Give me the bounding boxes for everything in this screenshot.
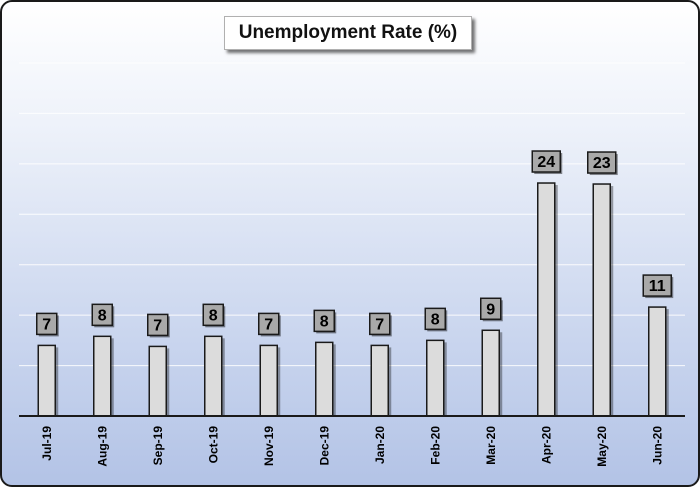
bar-Jan-20 bbox=[370, 344, 389, 417]
data-label: 7 bbox=[375, 316, 384, 333]
data-label-box bbox=[587, 151, 617, 174]
data-label-box bbox=[369, 312, 391, 336]
bar-Jun-20 bbox=[648, 306, 667, 417]
data-label: 7 bbox=[264, 316, 273, 333]
x-tick-label: Oct-19 bbox=[206, 426, 220, 464]
data-label: 24 bbox=[537, 154, 555, 171]
gridlines bbox=[19, 62, 685, 367]
data-label: 11 bbox=[649, 278, 666, 295]
data-label-box bbox=[36, 312, 58, 336]
x-tick-label: Aug-19 bbox=[95, 426, 109, 467]
data-label-box bbox=[313, 309, 335, 333]
data-label-box bbox=[147, 313, 169, 337]
data-label-box bbox=[531, 150, 561, 173]
x-tick-labels: Jul-19 Aug-19 Sep-19 Oct-19 Nov-19 Dec-19 Jan-… bbox=[40, 426, 665, 467]
data-label-box bbox=[258, 312, 280, 336]
x-tick-label: Dec-19 bbox=[317, 426, 331, 466]
data-label-box bbox=[642, 274, 672, 297]
data-label-box bbox=[480, 297, 502, 321]
bar-Sep-19 bbox=[148, 345, 167, 417]
data-label-box bbox=[202, 303, 224, 327]
data-labels: 7 8 7 8 7 8 7 8 9 24 23 11 bbox=[36, 150, 674, 338]
data-label: 9 bbox=[486, 301, 495, 318]
bar-Aug-19 bbox=[93, 335, 112, 417]
bar-Mar-20 bbox=[481, 329, 500, 417]
data-label: 7 bbox=[153, 317, 162, 334]
data-label: 8 bbox=[209, 307, 218, 324]
bar-Oct-19 bbox=[204, 335, 223, 417]
data-label: 8 bbox=[320, 313, 329, 330]
x-tick-label: Nov-19 bbox=[262, 426, 276, 466]
x-tick-label: Jan-20 bbox=[373, 426, 387, 464]
data-label: 8 bbox=[98, 307, 107, 324]
data-label: 23 bbox=[593, 155, 611, 172]
data-label-box bbox=[91, 303, 113, 327]
bar-Nov-19 bbox=[259, 344, 278, 417]
data-label: 7 bbox=[42, 316, 51, 333]
data-label: 8 bbox=[431, 311, 440, 328]
bar-Jul-19 bbox=[37, 344, 56, 417]
bars bbox=[37, 182, 669, 417]
x-tick-label: Feb-20 bbox=[428, 426, 442, 465]
x-tick-label: Mar-20 bbox=[484, 426, 498, 465]
x-tick-label: Jul-19 bbox=[40, 426, 54, 461]
x-tick-label: Jun-20 bbox=[650, 426, 664, 465]
x-tick-label: Sep-19 bbox=[151, 426, 165, 466]
bar-May-20 bbox=[592, 183, 611, 417]
x-tick-label: Apr-20 bbox=[539, 426, 553, 464]
data-label-box bbox=[424, 307, 446, 331]
bar-Feb-20 bbox=[426, 339, 445, 417]
chart-title: Unemployment Rate (%) bbox=[224, 16, 472, 50]
bar-Dec-19 bbox=[315, 341, 334, 417]
bar-Apr-20 bbox=[537, 182, 556, 417]
x-tick-label: May-20 bbox=[595, 426, 609, 467]
